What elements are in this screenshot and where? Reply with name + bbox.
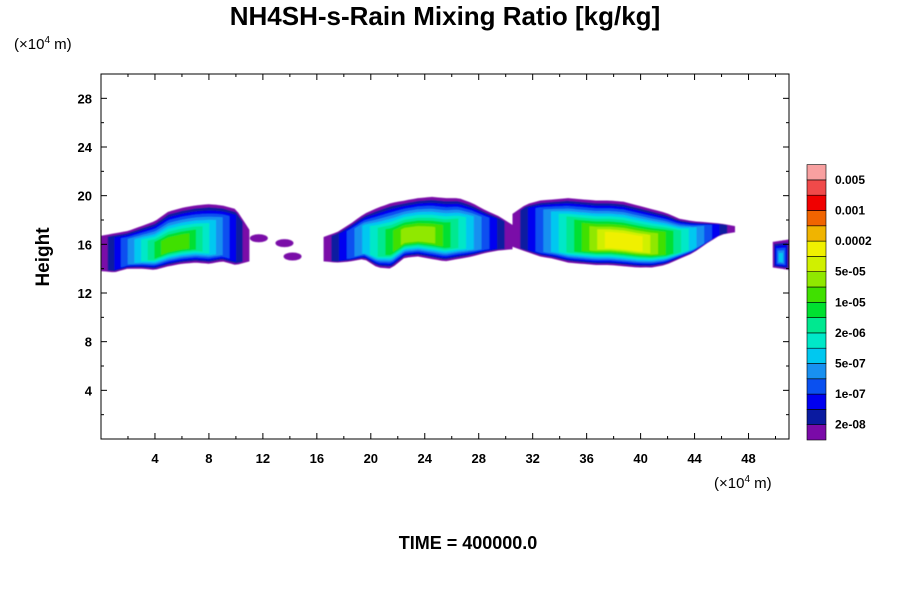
y-tick-label: 28 xyxy=(78,91,92,106)
colorbar-swatch xyxy=(806,317,827,334)
cloud-field xyxy=(101,196,789,273)
colorbar-swatch xyxy=(806,271,827,288)
colorbar-swatch xyxy=(806,363,827,380)
colorbar-swatch xyxy=(806,378,827,395)
colorbar-label: 5e-07 xyxy=(835,357,866,371)
colorbar-label: 0.005 xyxy=(835,173,865,187)
colorbar-swatch xyxy=(806,194,827,211)
y-tick-label: 24 xyxy=(78,140,93,155)
x-axis: 4 8 12 16 20 24 28 32 36 40 44 48 xyxy=(127,74,777,466)
contour-level xyxy=(161,233,190,255)
x-tick-label: 4 xyxy=(151,451,159,466)
x-unit-label: (×104 m) xyxy=(714,474,772,492)
colorbar-swatch xyxy=(806,393,827,410)
y-tick-label: 4 xyxy=(85,383,93,398)
chart-title: NH4SH-s-Rain Mixing Ratio [kg/kg] xyxy=(230,1,660,31)
plot-frame xyxy=(100,73,790,440)
x-tick-label: 12 xyxy=(256,451,270,466)
colorbar-swatch xyxy=(806,301,827,318)
colorbar: 2e-08 1e-07 5e-07 2e-06 1e-05 5e-05 0.0002 0.00… xyxy=(806,164,872,441)
x-tick-label: 16 xyxy=(310,451,324,466)
contour-level xyxy=(400,226,436,246)
colorbar-swatch xyxy=(806,424,827,441)
cloud-band xyxy=(101,204,250,273)
y-unit-label: (×104 m) xyxy=(14,35,72,53)
colorbar-label: 5e-05 xyxy=(835,265,866,279)
cloud-wisp xyxy=(275,239,294,248)
colorbar-label: 1e-05 xyxy=(835,295,866,309)
colorbar-label: 1e-07 xyxy=(835,387,866,401)
time-label: TIME = 400000.0 xyxy=(399,533,538,553)
y-tick-label: 20 xyxy=(78,189,92,204)
x-tick-label: 44 xyxy=(687,451,702,466)
y-tick-label: 12 xyxy=(78,286,92,301)
x-tick-label: 36 xyxy=(579,451,593,466)
colorbar-swatch xyxy=(806,347,827,364)
cloud-band xyxy=(772,239,789,270)
x-tick-label: 28 xyxy=(471,451,485,466)
x-tick-label: 20 xyxy=(364,451,378,466)
colorbar-swatch xyxy=(806,409,827,425)
colorbar-swatch xyxy=(806,286,827,303)
cloud-band xyxy=(512,198,735,268)
colorbar-swatch xyxy=(806,256,827,272)
colorbar-swatch xyxy=(806,240,827,257)
x-tick-label: 40 xyxy=(633,451,647,466)
x-tick-label: 48 xyxy=(741,451,755,466)
colorbar-label: 2e-08 xyxy=(835,418,866,432)
contour-level xyxy=(778,252,783,263)
colorbar-swatch xyxy=(806,210,827,227)
contour-level xyxy=(604,231,643,252)
y-axis: 4 8 12 16 20 24 28 xyxy=(78,91,789,416)
x-tick-label: 24 xyxy=(418,451,433,466)
y-axis-label: Height xyxy=(33,227,54,287)
cloud-band xyxy=(323,196,513,269)
y-unit-exponent: 4 xyxy=(44,35,50,46)
colorbar-swatch xyxy=(806,164,827,181)
x-tick-label: 8 xyxy=(205,451,212,466)
y-tick-label: 8 xyxy=(85,335,92,350)
colorbar-label: 0.001 xyxy=(835,204,865,218)
colorbar-label: 0.0002 xyxy=(835,234,872,248)
colorbar-label: 2e-06 xyxy=(835,326,866,340)
cloud-wisp xyxy=(283,252,302,261)
colorbar-swatch xyxy=(806,225,827,242)
colorbar-swatch xyxy=(806,179,827,196)
y-tick-label: 16 xyxy=(78,237,92,252)
x-unit-exponent: 4 xyxy=(744,474,750,485)
cloud-wisp xyxy=(249,234,268,243)
colorbar-swatch xyxy=(806,332,827,349)
x-tick-label: 32 xyxy=(525,451,539,466)
